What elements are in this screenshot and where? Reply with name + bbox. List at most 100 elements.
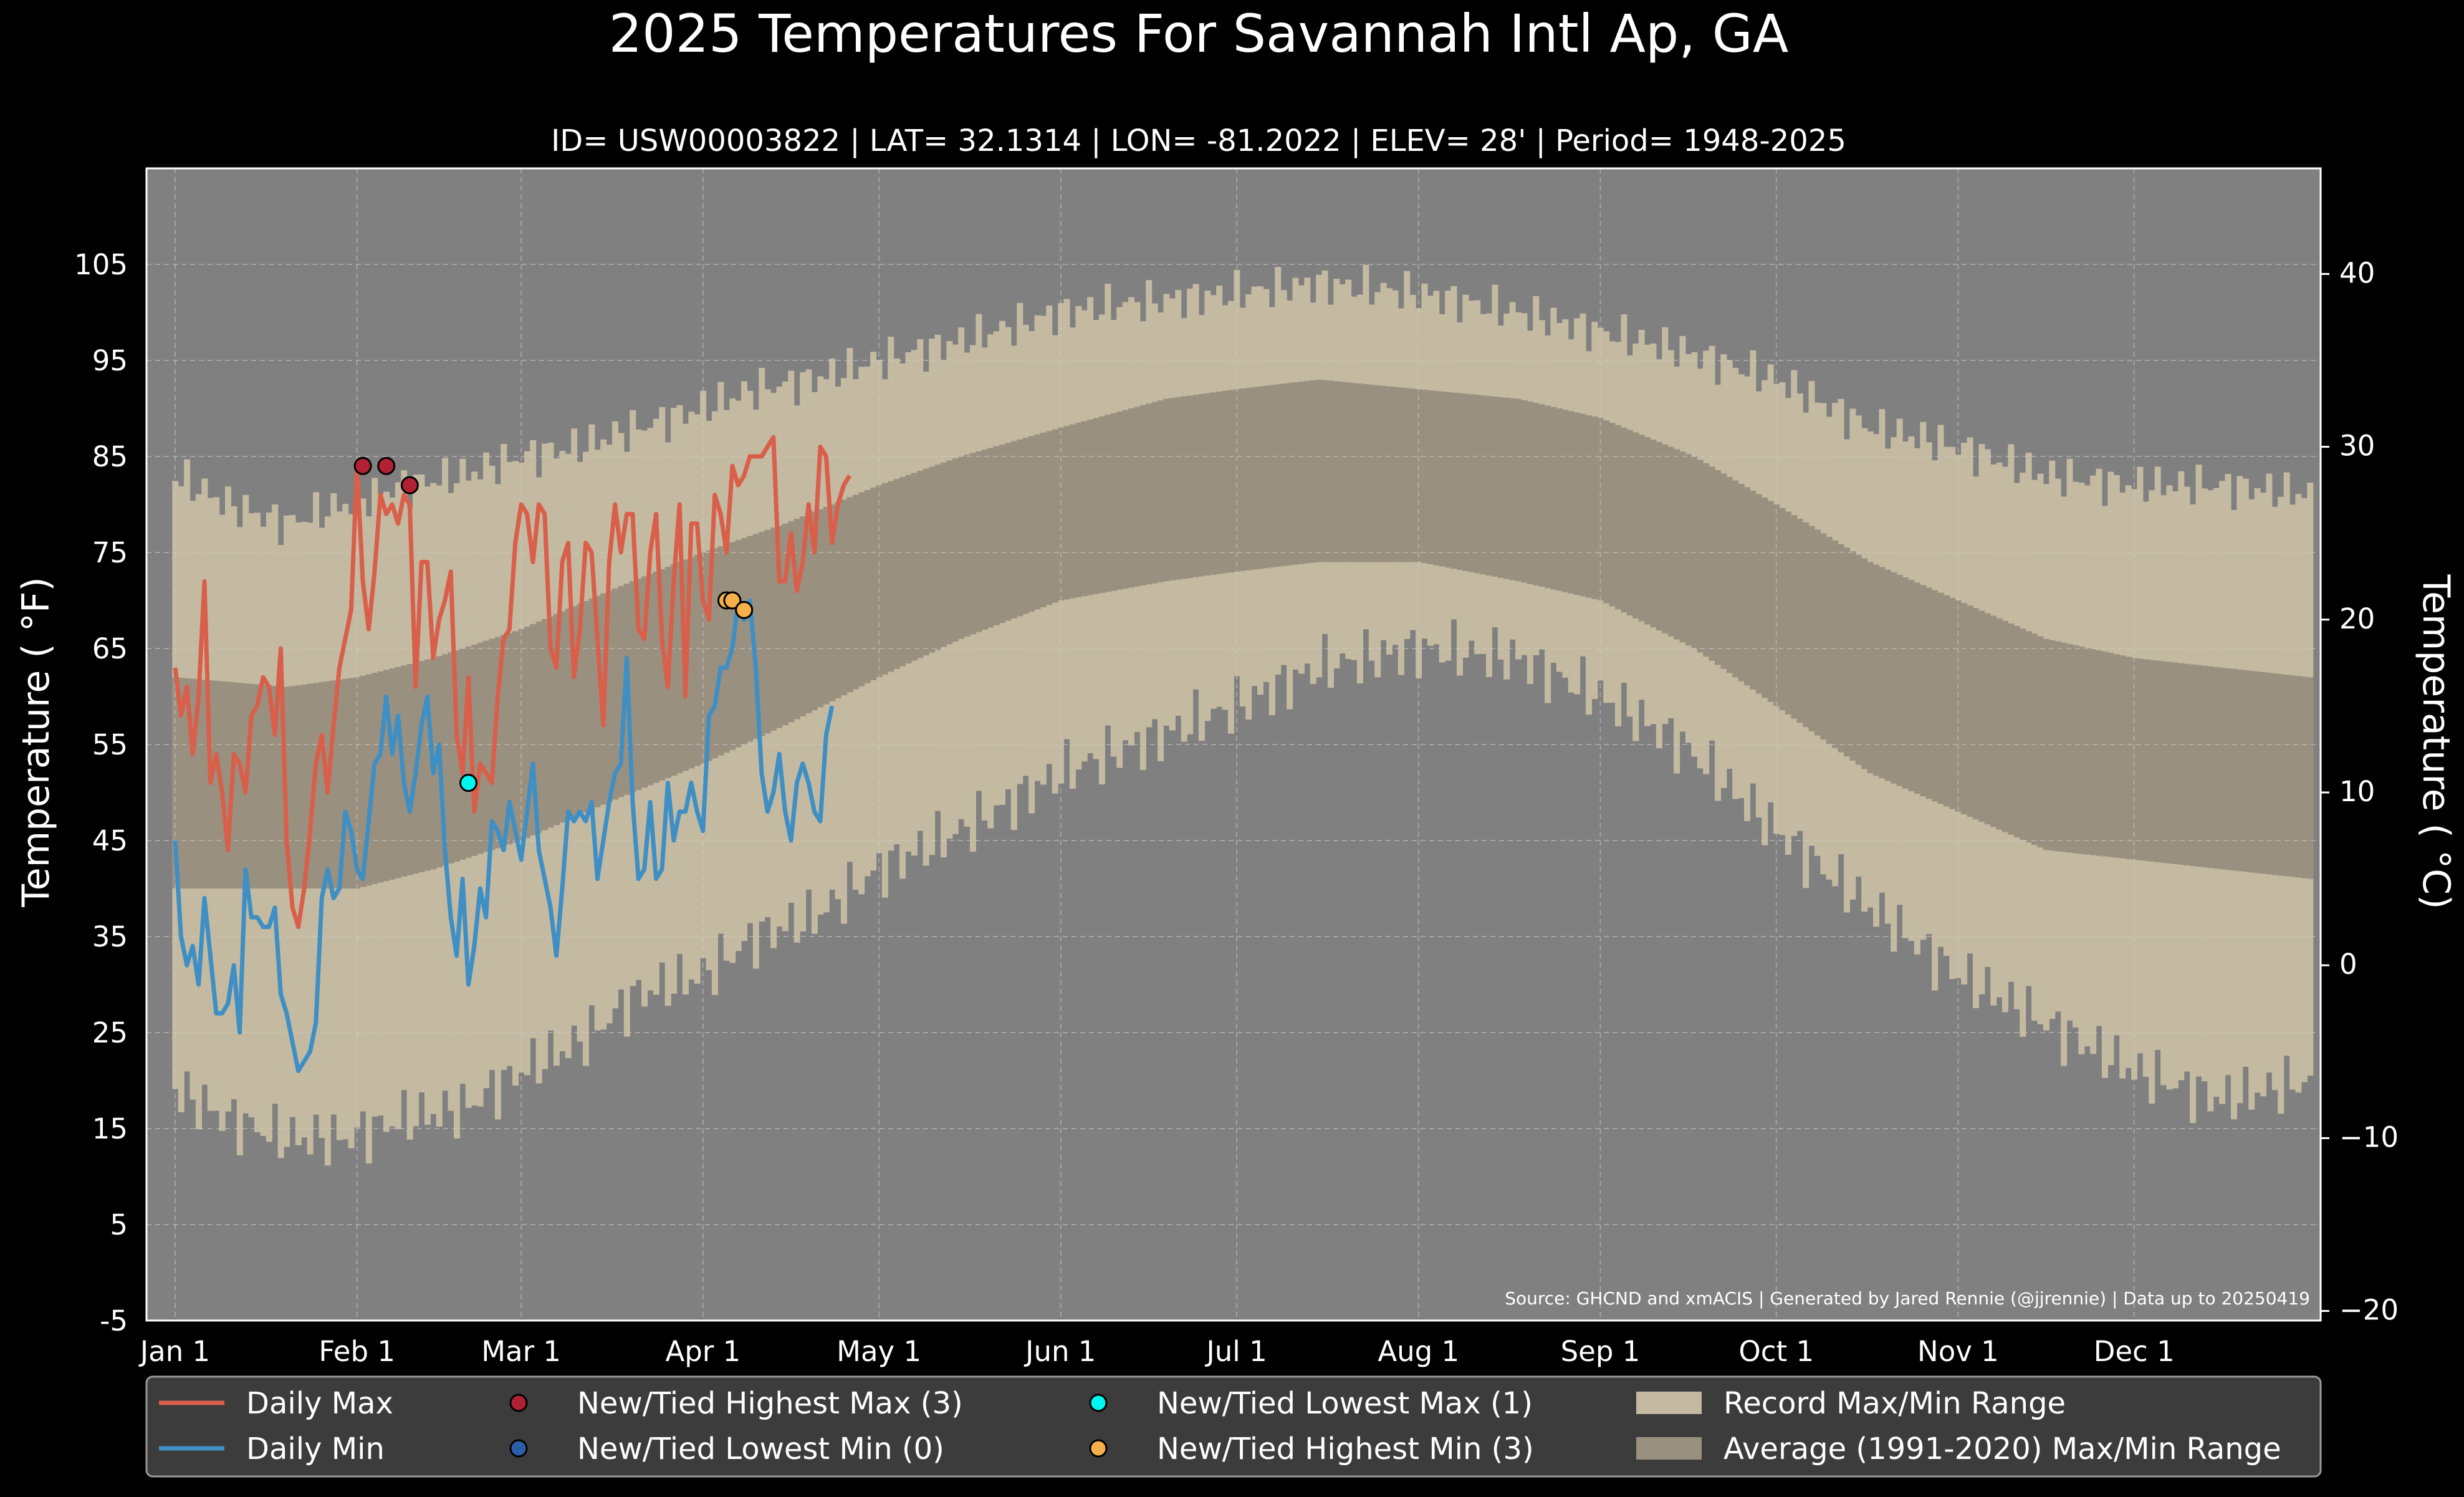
record-markers [353,456,754,792]
source-text: Source: GHCND and xmACIS | Generated by … [1505,1288,2310,1309]
average-bar [923,468,929,655]
average-bar [1087,419,1094,595]
average-bar [1509,398,1516,580]
average-bar [1105,415,1111,592]
average-bar [1392,387,1399,562]
average-bar [1292,382,1299,565]
average-bar [1439,391,1445,567]
x-tick-label: May 1 [837,1335,921,1368]
average-bar [1779,508,1786,711]
average-bar [1937,592,1944,804]
average-bar [1416,389,1422,562]
y-tick-label-f: 95 [92,344,128,377]
chart-subtitle: ID= USW00003822 | LAT= 32.1314 | LON= -8… [551,123,1846,158]
average-bar [717,546,724,756]
average-bar [1122,410,1129,589]
average-bar [1356,383,1363,562]
average-bar [553,614,560,826]
average-bar [870,488,877,681]
average-bar [611,588,619,800]
average-bar [1116,412,1123,590]
average-bar [494,637,501,849]
average-bar [1920,585,1927,797]
average-bar [1515,398,1522,582]
average-bar [1650,440,1657,628]
average-bar [1034,434,1041,610]
average-bar [1538,404,1545,587]
average-bar [1374,385,1381,562]
average-bar [2154,660,2161,862]
record-marker [723,591,742,610]
average-bar [1785,511,1791,715]
average-bar [2295,676,2302,878]
average-bar [2236,669,2243,872]
average-bar [1363,384,1369,562]
y-tick-label-c: −20 [2339,1294,2399,1327]
average-bar [1134,407,1141,587]
average-bar [1146,403,1153,585]
average-bar [2131,658,2138,860]
average-bar [336,680,343,888]
average-bar [694,554,701,766]
y-tick-label-c: −10 [2339,1120,2399,1153]
average-bar [1022,438,1029,614]
average-bar [858,492,865,686]
average-bar [1445,392,1452,568]
average-bar [424,659,431,871]
average-bar [330,680,337,888]
y-tick-label-f: 105 [74,248,128,281]
average-bar [1316,379,1323,562]
average-bar [1943,595,1950,807]
average-bar [2266,673,2273,875]
x-tick-label: Jun 1 [1023,1335,1096,1368]
average-bar [542,619,549,830]
average-bar [1832,540,1839,748]
average-bar [1879,567,1886,779]
average-bar [1210,392,1217,575]
average-bar [1796,519,1803,723]
average-bar [406,663,413,875]
average-bar [1321,380,1328,562]
average-bar [1609,423,1616,607]
average-bar [2248,670,2255,873]
average-bar [1545,405,1551,589]
average-bar [1925,587,1932,799]
average-bar [348,678,355,888]
average-bar [2107,653,2114,857]
y-tick-label-f: 55 [92,728,128,761]
average-bar [881,483,888,675]
average-bar [489,638,496,850]
average-bar [641,576,648,788]
average-bar [1298,382,1305,564]
average-bar [1268,385,1275,568]
plot-area: Source: GHCND and xmACIS | Generated by … [145,167,2322,1322]
average-bar [1662,444,1669,633]
average-bar [1626,430,1633,616]
legend-swatch [509,1394,528,1412]
average-bar [1709,466,1715,661]
average-bar [700,552,707,764]
average-bar [1163,398,1170,582]
average-bar [946,460,953,645]
legend-swatch [1089,1394,1108,1412]
average-bar [2289,675,2296,877]
y-tick-label-f: -5 [100,1304,128,1337]
average-bar [1533,403,1540,585]
x-tick-label: Oct 1 [1738,1335,1814,1368]
average-bar [1409,388,1416,562]
average-bar [512,631,519,843]
average-bar [776,526,783,728]
average-bar [2260,671,2267,874]
average-bar [893,479,900,669]
average-bar [2037,636,2044,848]
average-bar [1703,463,1710,657]
average-bar [582,601,589,812]
y-axis-left: -5 5 15 25 35 45 55 65 75 85 95 105 [74,248,128,1337]
average-bar [1075,423,1082,597]
average-bar [1644,437,1651,625]
average-bar [1158,400,1164,582]
average-bar [1720,473,1727,669]
x-tick-label: Nov 1 [1917,1335,1999,1368]
x-axis: Jan 1 Feb 1 Mar 1 Apr 1 May 1 Jun 1 Jul 1 Aug 1… [138,1335,2175,1368]
average-bar [559,611,566,823]
